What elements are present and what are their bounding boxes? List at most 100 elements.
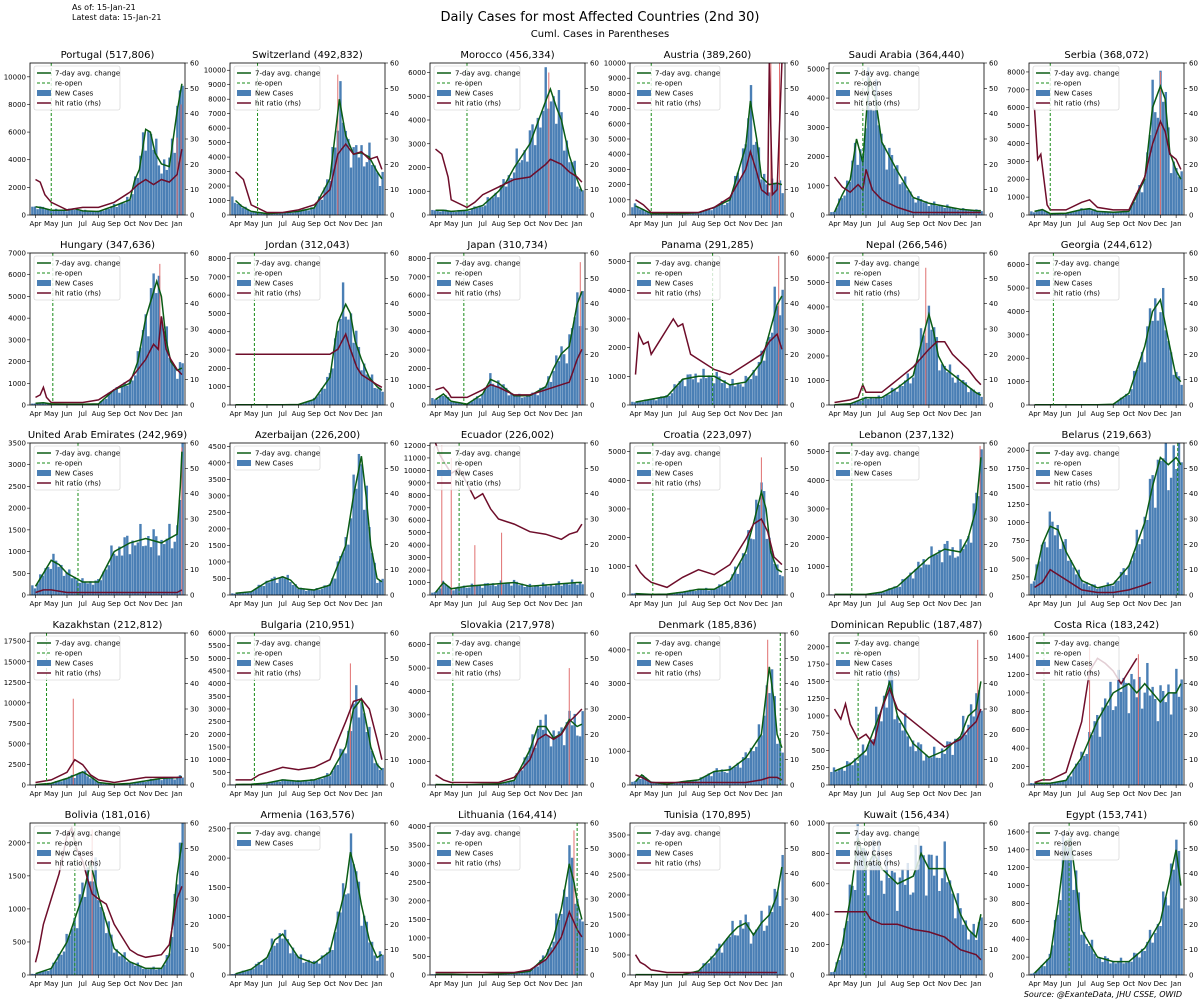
x-tick-label: Apr — [429, 790, 441, 798]
new-cases-bar — [951, 208, 954, 215]
new-cases-bar — [728, 197, 732, 215]
new-cases-bar — [702, 211, 705, 215]
new-cases-bar — [707, 375, 711, 405]
x-tick-label: Jul — [277, 600, 287, 608]
legend-box — [433, 825, 521, 871]
rhs-tick-label: 0 — [390, 402, 394, 410]
rhs-tick-label: 40 — [390, 870, 399, 878]
new-cases-bar — [1043, 210, 1046, 215]
x-tick-label: May — [1043, 790, 1057, 798]
new-cases-bar — [68, 935, 71, 975]
new-cases-bar — [531, 392, 534, 405]
new-cases-bar — [323, 585, 326, 595]
x-tick-label: Jan — [1170, 980, 1182, 988]
new-cases-bar — [278, 933, 282, 975]
new-cases-bar — [1117, 211, 1120, 215]
new-cases-bar — [552, 941, 555, 975]
new-cases-bar — [65, 933, 68, 975]
new-cases-bar — [697, 588, 700, 595]
new-cases-bar — [112, 952, 116, 975]
new-cases-bar — [1140, 351, 1144, 405]
legend-label: hit ratio (rhs) — [854, 670, 900, 678]
new-cases-bar — [102, 210, 105, 215]
new-cases-bar — [131, 540, 134, 595]
new-cases-bar — [149, 778, 153, 785]
x-tick-label: May — [244, 600, 258, 608]
x-tick-label: Oct — [524, 980, 536, 988]
y-tick-label: 0 — [222, 592, 226, 600]
rhs-tick-label: 0 — [190, 592, 194, 600]
new-cases-bar — [702, 963, 705, 975]
x-tick-label: Jun — [61, 790, 73, 798]
new-cases-bar — [1159, 312, 1162, 405]
rhs-tick-label: 30 — [590, 516, 599, 524]
new-cases-bar — [452, 590, 455, 595]
new-cases-bar — [515, 581, 518, 595]
x-tick-label: May — [843, 980, 857, 988]
subplot: Switzerland (492,832)0100020003000400050… — [204, 50, 399, 228]
rhs-tick-label: 40 — [190, 680, 199, 688]
y-tick-label: 1000 — [8, 548, 26, 556]
x-tick-label: Jun — [860, 600, 872, 608]
new-cases-bar — [840, 198, 844, 215]
new-cases-bar — [919, 744, 923, 785]
new-cases-bar — [932, 327, 936, 405]
y-tick-label: 0 — [222, 212, 226, 220]
legend-swatch-bars — [836, 850, 850, 856]
new-cases-bar — [468, 402, 471, 405]
y-tick-label: 8000 — [608, 90, 626, 98]
x-tick-label: Jun — [661, 790, 673, 798]
legend-label: New Cases — [854, 90, 893, 98]
rhs-tick-label: 30 — [190, 136, 199, 144]
new-cases-bar — [1040, 544, 1044, 595]
new-cases-bar — [704, 378, 708, 405]
new-cases-bar — [752, 932, 755, 975]
rhs-tick-label: 60 — [790, 630, 799, 638]
new-cases-bar — [1096, 958, 1099, 975]
new-cases-bar — [557, 581, 561, 595]
new-cases-bar — [760, 735, 763, 785]
x-tick-label: Jul — [876, 980, 886, 988]
new-cases-bar — [838, 768, 841, 785]
new-cases-bar — [762, 173, 766, 215]
rhs-tick-label: 10 — [590, 186, 599, 194]
new-cases-bar — [378, 951, 382, 975]
new-cases-bar — [861, 744, 865, 785]
new-cases-bar — [460, 587, 463, 595]
rhs-tick-label: 0 — [190, 212, 194, 220]
new-cases-bar — [291, 781, 295, 785]
x-tick-label: Oct — [724, 980, 736, 988]
new-cases-bar — [880, 398, 883, 405]
new-cases-bar — [896, 165, 899, 215]
x-tick-label: Nov — [1138, 980, 1152, 988]
new-cases-bar — [1080, 208, 1083, 215]
new-cases-bar — [762, 930, 766, 975]
rhs-tick-label: 0 — [190, 402, 194, 410]
rhs-tick-label: 60 — [190, 820, 199, 828]
rhs-tick-label: 30 — [590, 896, 599, 904]
rhs-tick-label: 30 — [590, 136, 599, 144]
x-tick-label: Jun — [261, 790, 273, 798]
figure-title: Daily Cases for most Affected Countries … — [440, 10, 760, 25]
new-cases-bar — [99, 907, 103, 975]
new-cases-bar — [843, 928, 846, 975]
y-tick-label: 1500 — [807, 678, 825, 686]
new-cases-bar — [757, 361, 761, 405]
new-cases-bar — [533, 145, 537, 215]
rhs-tick-label: 30 — [790, 516, 799, 524]
x-tick-label: Dec — [755, 600, 769, 608]
new-cases-bar — [946, 741, 949, 785]
new-cases-bar — [1143, 516, 1146, 595]
y-tick-label: 6000 — [8, 271, 26, 279]
new-cases-bar — [935, 855, 939, 975]
legend-label: 7-day avg. change — [655, 640, 720, 648]
x-tick-label: Sep — [108, 790, 122, 798]
new-cases-bar — [578, 581, 582, 595]
x-tick-label: May — [444, 600, 458, 608]
new-cases-bar — [373, 955, 376, 975]
latest-data-date: Latest data: 15-Jan-21 — [72, 13, 162, 22]
new-cases-bar — [1161, 287, 1165, 405]
new-cases-bar — [373, 387, 376, 405]
